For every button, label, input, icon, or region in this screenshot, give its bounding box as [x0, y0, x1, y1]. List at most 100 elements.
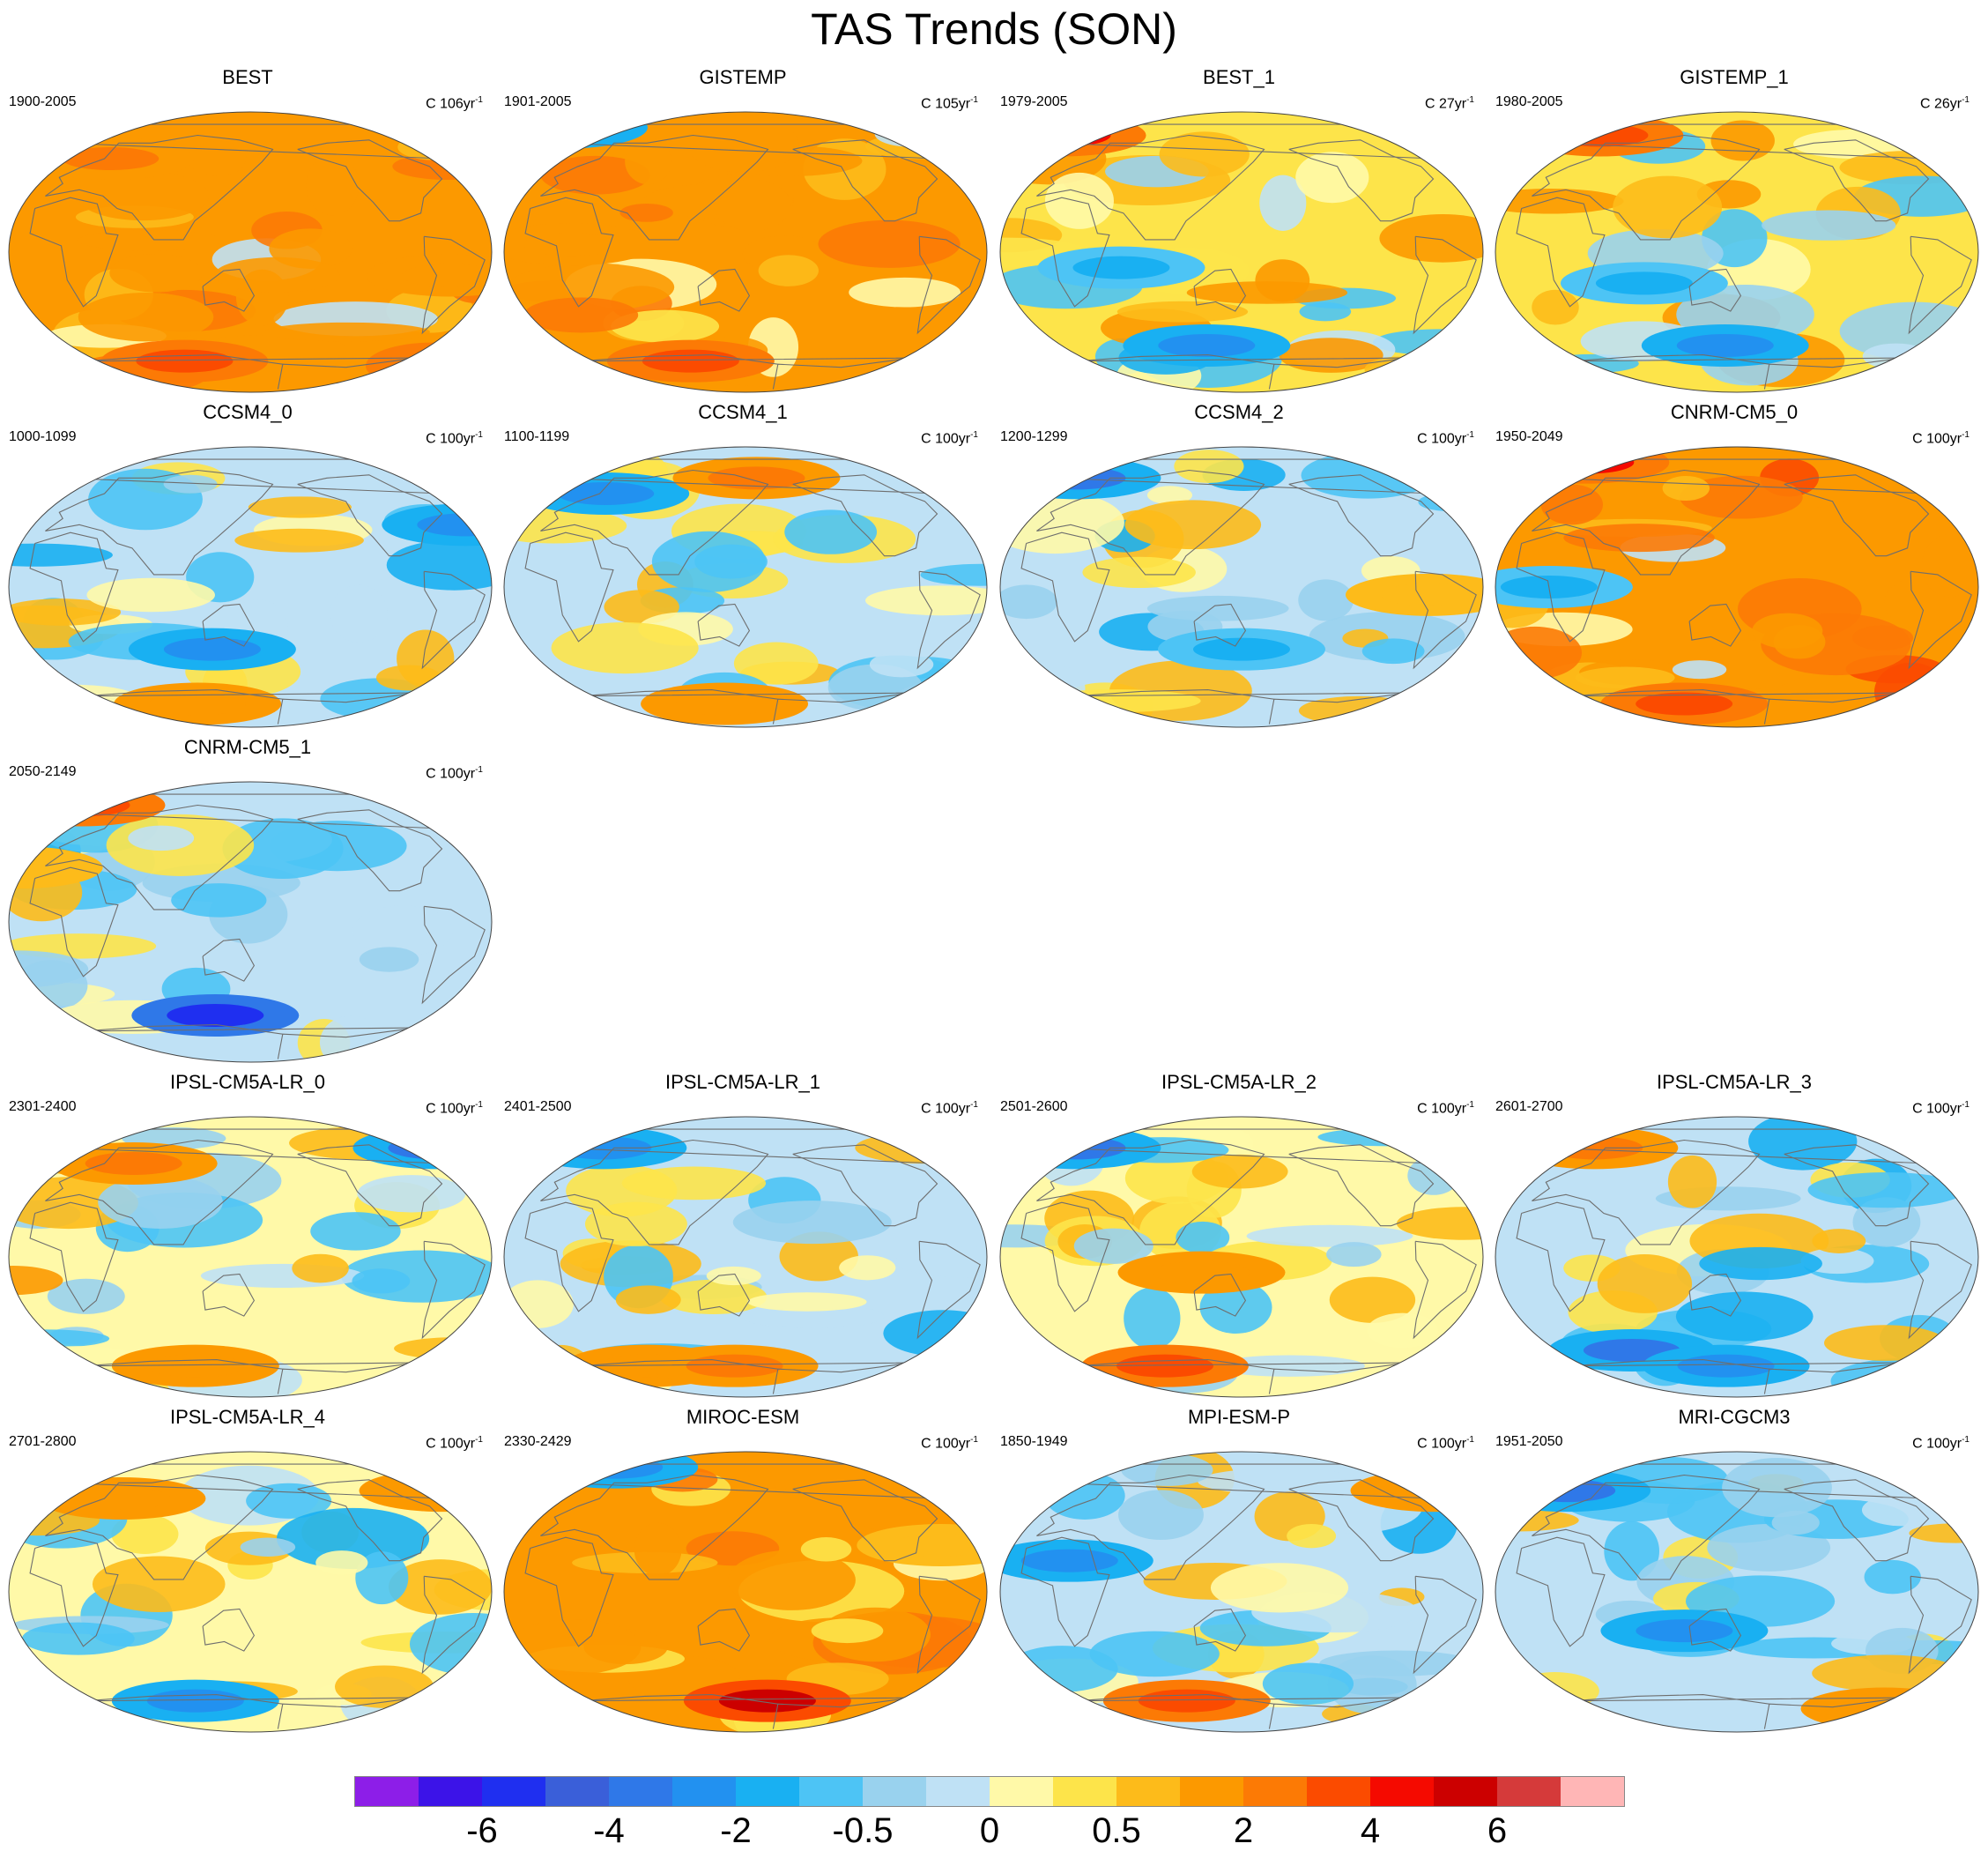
- units-value: 100: [1926, 1101, 1950, 1117]
- map-field-patch: [869, 651, 934, 678]
- panel-units: C 100yr-1: [1417, 1431, 1474, 1453]
- coastline: [29, 866, 119, 978]
- trend-map: [8, 1451, 493, 1733]
- map-field-patch: [864, 585, 987, 616]
- coastline: [421, 1240, 486, 1340]
- map-field-patch: [523, 297, 639, 333]
- colorbar-swatch: [609, 1777, 672, 1806]
- map-field-patch: [1299, 301, 1352, 322]
- map-anomaly-core: [163, 637, 261, 661]
- coastline: [581, 689, 913, 725]
- units-exponent: -1: [1466, 95, 1474, 105]
- coastline: [524, 532, 614, 643]
- coastline: [1413, 1240, 1477, 1340]
- map-anomaly-core: [557, 482, 655, 505]
- map-field-patch: [1812, 1229, 1866, 1253]
- panel-title: CCSM4_0: [203, 401, 293, 423]
- coastline: [1688, 1273, 1742, 1317]
- map-field-patch: [1771, 1510, 1820, 1535]
- coastline: [1020, 197, 1110, 308]
- map-field-patch: [870, 1367, 980, 1395]
- trend-map: [8, 781, 493, 1063]
- map-frame: [1495, 446, 1979, 728]
- coastline: [1036, 469, 1265, 576]
- units-suffix: yr: [958, 96, 971, 112]
- coastline: [202, 1273, 256, 1317]
- map-field-patch: [1367, 1312, 1439, 1349]
- coastline: [202, 1608, 256, 1652]
- colorbar-swatch: [482, 1777, 545, 1806]
- map-field-patch: [292, 1253, 349, 1283]
- coastline: [916, 1240, 981, 1340]
- units-value: 100: [1431, 1101, 1455, 1117]
- map-field: [1000, 447, 1483, 727]
- map-field-patch: [1361, 638, 1425, 665]
- map-field-patch: [1851, 625, 1914, 650]
- coastline: [297, 474, 443, 557]
- panel-units: C 105yr-1: [921, 92, 978, 113]
- map-field-patch: [1379, 213, 1483, 263]
- units-prefix: C: [1417, 1101, 1432, 1117]
- units-exponent: -1: [475, 765, 483, 775]
- units-prefix: C: [1912, 1101, 1927, 1117]
- coastline: [45, 1474, 274, 1580]
- map-anomaly-core: [1676, 334, 1774, 357]
- map-field-patch: [1124, 500, 1262, 550]
- map-anomaly-core: [62, 147, 159, 170]
- coastline: [916, 570, 981, 670]
- panel-period: 2601-2700: [1495, 1099, 1563, 1114]
- units-suffix: yr: [1949, 1101, 1962, 1117]
- panel-period: 1951-2050: [1495, 1434, 1563, 1449]
- map-panel: CCSM4_1 1100-1199 C 100yr-1: [495, 397, 990, 732]
- colorbar-swatch: [736, 1777, 799, 1806]
- map-field-patch: [240, 1537, 296, 1557]
- map-field-patch: [188, 140, 247, 176]
- map-field-patch: [214, 256, 340, 293]
- map-anomaly-core: [1636, 1619, 1733, 1643]
- units-suffix: yr: [958, 1101, 971, 1117]
- map-field-patch: [811, 1618, 884, 1644]
- units-value: 100: [1431, 431, 1455, 447]
- panel-title: IPSL-CM5A-LR_0: [169, 1071, 326, 1093]
- panel-period: 1000-1099: [9, 429, 77, 444]
- trend-map: [1495, 1451, 1979, 1733]
- units-suffix: yr: [463, 1436, 476, 1452]
- panel-title: GISTEMP: [699, 66, 787, 88]
- map-field-patch: [1773, 625, 1826, 659]
- coastline: [1020, 1201, 1110, 1312]
- map-field-patch: [1852, 1197, 1921, 1247]
- units-prefix: C: [1417, 431, 1432, 447]
- colorbar-label: -6: [466, 1811, 498, 1850]
- coastline: [85, 689, 418, 725]
- colorbar-swatch: [1561, 1777, 1624, 1806]
- units-prefix: C: [1417, 1436, 1432, 1452]
- coastline: [697, 268, 751, 312]
- units-suffix: yr: [463, 96, 476, 112]
- units-exponent: -1: [970, 1100, 978, 1110]
- colorbar-swatch: [1370, 1777, 1434, 1806]
- trend-map: [8, 111, 493, 393]
- map-field-patch: [246, 1483, 332, 1519]
- coastline: [45, 134, 274, 241]
- map-field-patch: [611, 309, 720, 343]
- map-field-patch: [306, 154, 360, 216]
- colorbar-swatch: [990, 1777, 1053, 1806]
- coastline: [297, 809, 443, 892]
- coastline: [421, 235, 486, 335]
- trend-map: [999, 111, 1484, 393]
- coastline: [1036, 1139, 1265, 1245]
- map-field-patch: [758, 255, 819, 286]
- coastline: [1413, 1575, 1477, 1675]
- colorbar-label: -2: [720, 1811, 752, 1850]
- coastline: [540, 1139, 769, 1245]
- map-field-patch: [1680, 475, 1803, 519]
- coastline: [1784, 1479, 1930, 1562]
- units-exponent: -1: [475, 1435, 483, 1445]
- trend-map: [999, 1116, 1484, 1398]
- coastline: [581, 1694, 913, 1729]
- units-value: 100: [440, 431, 464, 447]
- coastline: [1516, 532, 1606, 643]
- coastline: [29, 1201, 119, 1312]
- map-field-patch: [1762, 210, 1896, 241]
- map-field-patch: [1089, 1631, 1220, 1677]
